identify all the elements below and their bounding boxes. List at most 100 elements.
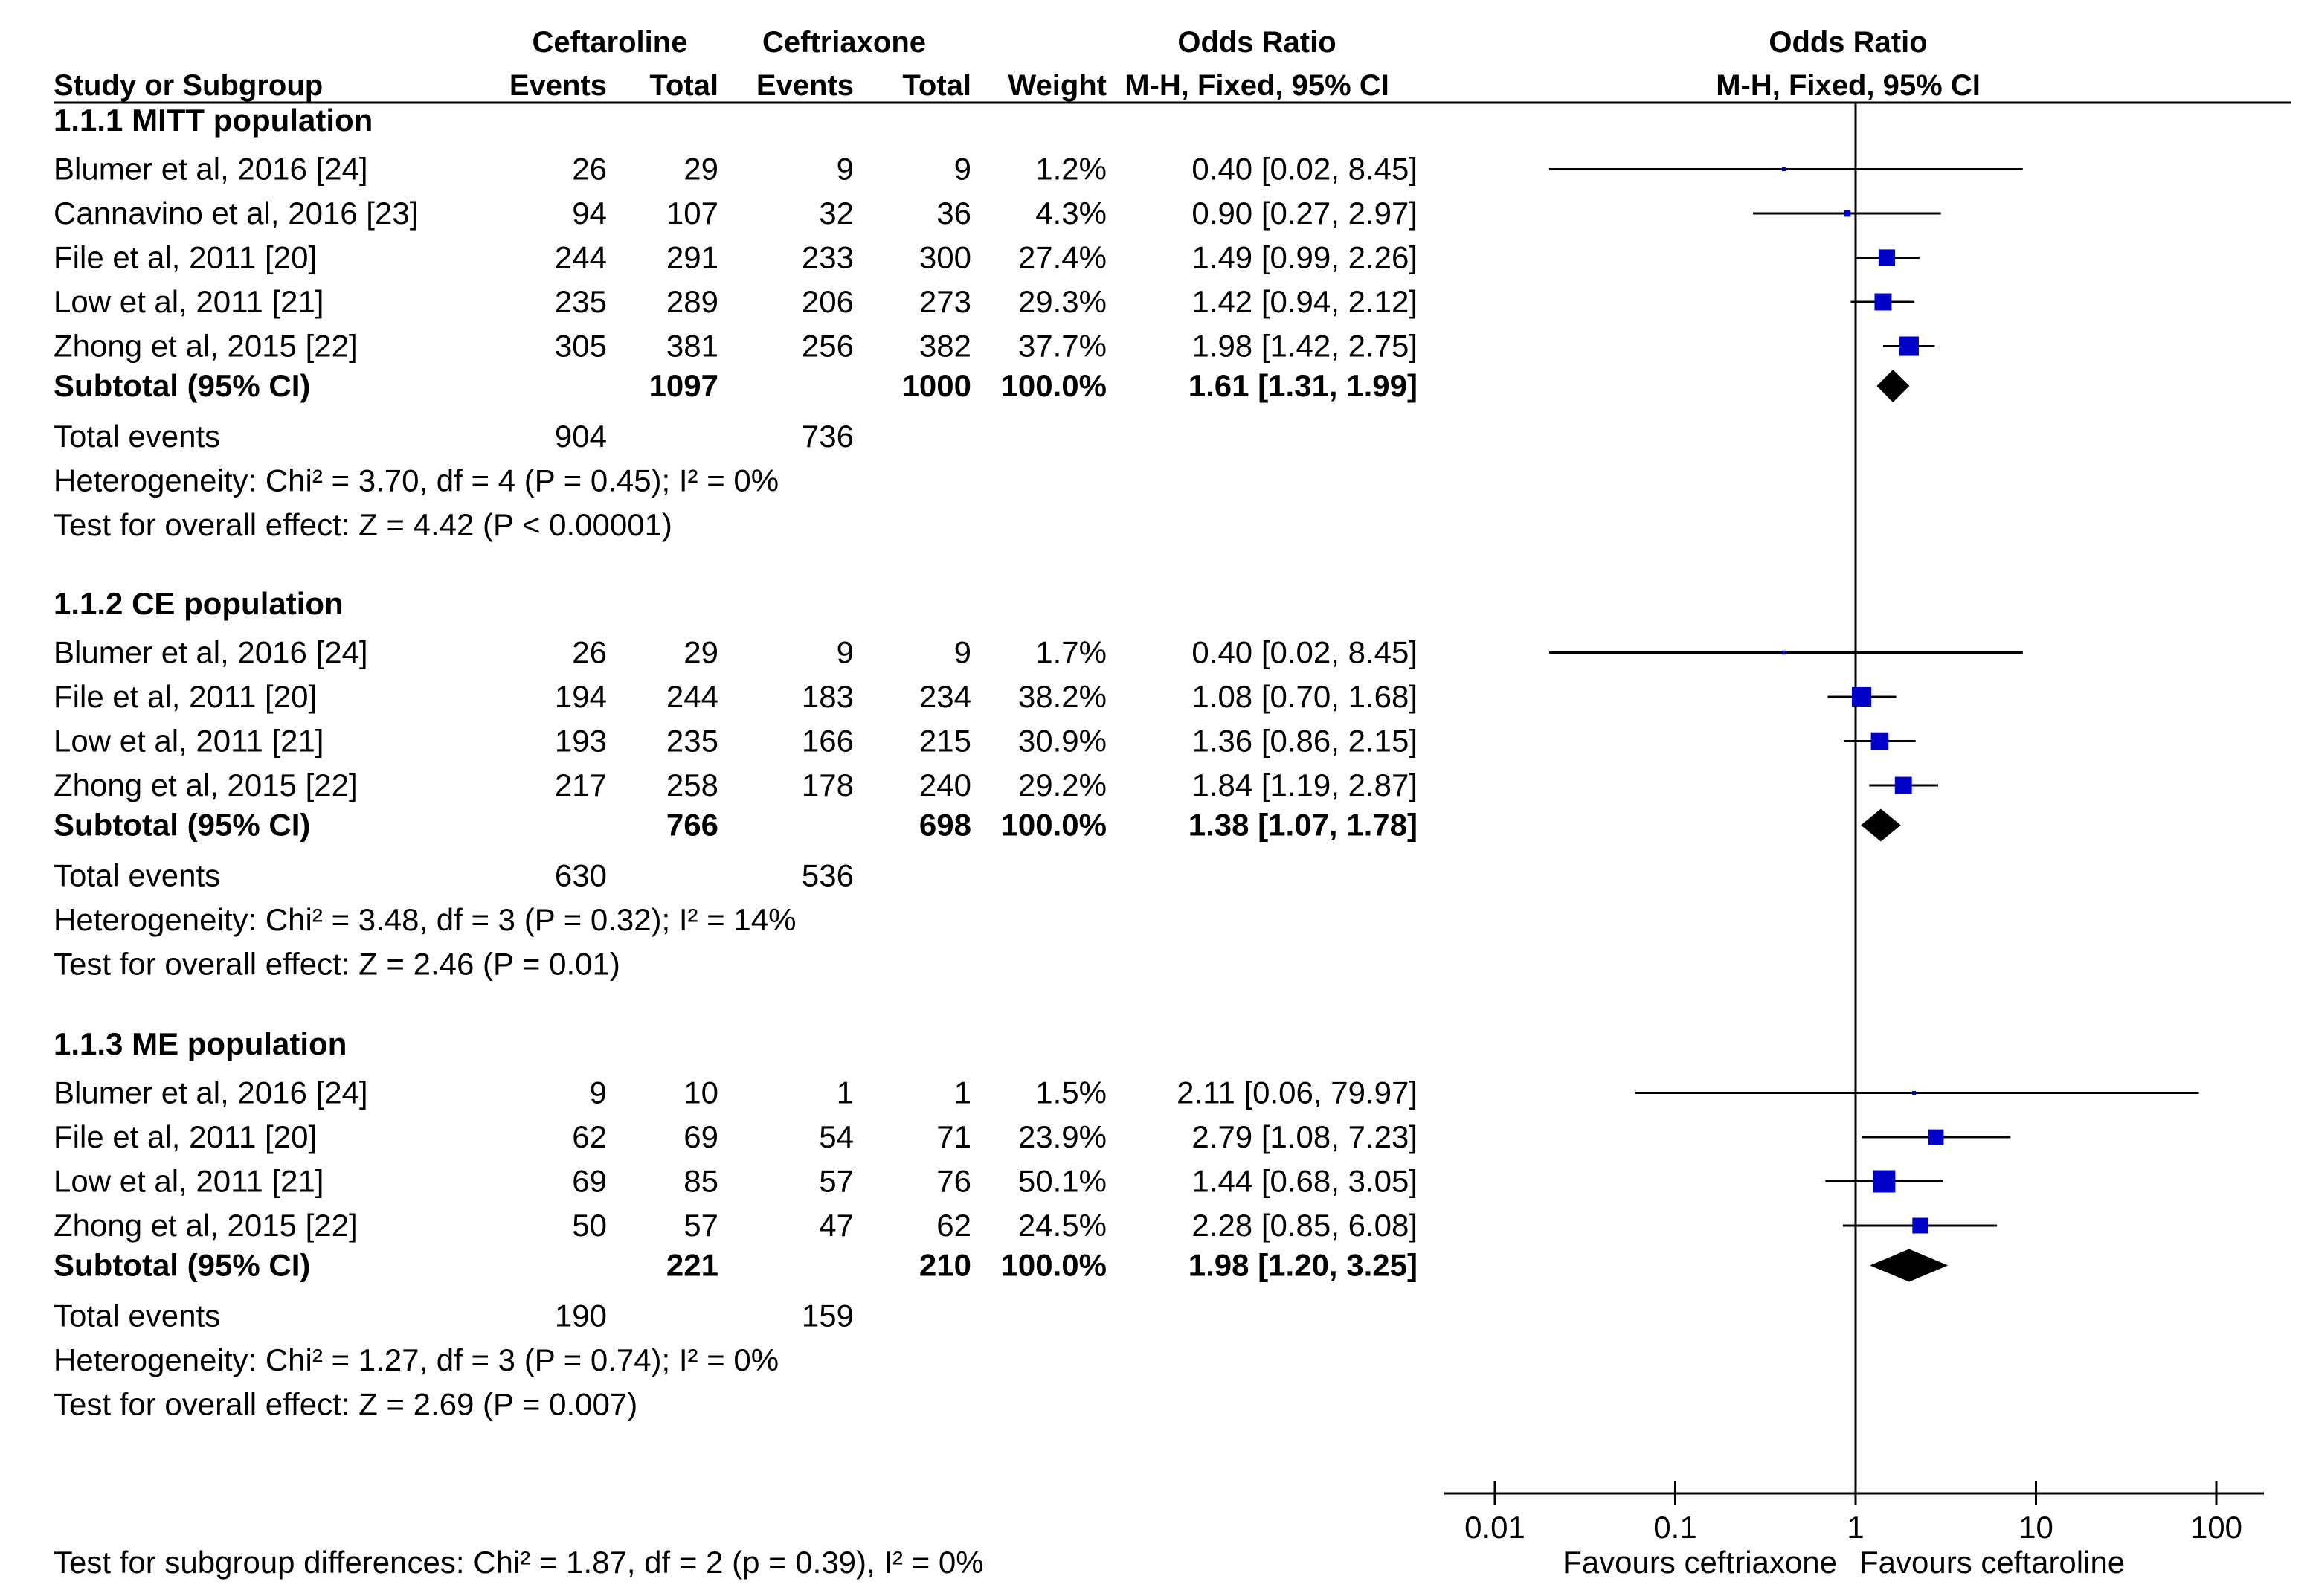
study-ci: 1.42 [0.94, 2.12] xyxy=(1191,284,1418,319)
study-name: Low et al, 2011 [21] xyxy=(54,284,324,319)
study-name: Low et al, 2011 [21] xyxy=(54,724,324,759)
study-weight: 29.3% xyxy=(1018,284,1107,319)
study-events-1: 235 xyxy=(555,284,607,319)
study-weight: 1.2% xyxy=(1035,152,1107,187)
heterogeneity-text: Heterogeneity: Chi² = 3.70, df = 4 (P = … xyxy=(54,463,779,498)
study-events-1: 62 xyxy=(572,1119,607,1154)
study-ci: 0.40 [0.02, 8.45] xyxy=(1191,152,1418,187)
study-weight: 1.5% xyxy=(1035,1075,1107,1110)
study-events-1: 305 xyxy=(555,329,607,364)
study-total-2: 382 xyxy=(919,329,971,364)
study-weight: 1.7% xyxy=(1035,635,1107,670)
study-weight: 23.9% xyxy=(1018,1119,1107,1154)
study-ci: 1.44 [0.68, 3.05] xyxy=(1191,1164,1418,1199)
study-events-2: 178 xyxy=(802,768,854,802)
study-total-2: 273 xyxy=(919,284,971,319)
study-name: Zhong et al, 2015 [22] xyxy=(54,1208,358,1243)
study-ci: 2.28 [0.85, 6.08] xyxy=(1191,1208,1418,1243)
header-group2: Ceftriaxone xyxy=(762,26,926,59)
forest-plot: Ceftaroline Ceftriaxone Odds Ratio Odds Rat… xyxy=(0,0,2313,1596)
study-total-2: 62 xyxy=(936,1208,971,1243)
study-marker xyxy=(1899,336,1919,355)
subtotal-label: Subtotal (95% CI) xyxy=(54,1248,310,1283)
subtotal-label: Subtotal (95% CI) xyxy=(54,808,310,843)
study-name: File et al, 2011 [20] xyxy=(54,679,317,714)
overall-effect-text: Test for overall effect: Z = 4.42 (P < 0… xyxy=(54,507,672,542)
study-name: Zhong et al, 2015 [22] xyxy=(54,768,358,802)
study-name: File et al, 2011 [20] xyxy=(54,240,317,275)
subtotal-label: Subtotal (95% CI) xyxy=(54,368,310,403)
study-events-2: 9 xyxy=(837,635,854,670)
study-marker xyxy=(1874,294,1891,311)
study-marker xyxy=(1844,210,1851,217)
study-events-2: 233 xyxy=(802,240,854,275)
study-events-2: 206 xyxy=(802,284,854,319)
subtotal-total-2: 1000 xyxy=(902,368,971,403)
x-tick-label: 0.1 xyxy=(1653,1510,1696,1545)
subgroup-title: 1.1.3 ME population xyxy=(54,1026,347,1061)
study-total-2: 9 xyxy=(954,635,971,670)
favours-left-label: Favours ceftriaxone xyxy=(1563,1545,1837,1580)
overall-effect-text: Test for overall effect: Z = 2.69 (P = 0… xyxy=(54,1387,637,1422)
header-plot-title: Odds Ratio xyxy=(1769,26,1927,59)
header-events-2: Events xyxy=(756,69,854,102)
study-marker xyxy=(1852,687,1871,707)
study-events-2: 256 xyxy=(802,329,854,364)
total-events-label: Total events xyxy=(54,858,220,893)
study-total-1: 291 xyxy=(666,240,718,275)
study-ci: 1.36 [0.86, 2.15] xyxy=(1191,724,1418,759)
total-events-1: 190 xyxy=(555,1299,607,1333)
study-name: Zhong et al, 2015 [22] xyxy=(54,329,358,364)
header-events-1: Events xyxy=(509,69,607,102)
study-total-2: 76 xyxy=(936,1164,971,1199)
header-study: Study or Subgroup xyxy=(54,69,323,102)
study-events-2: 1 xyxy=(837,1075,854,1110)
header-total-2: Total xyxy=(902,69,971,102)
study-ci: 1.98 [1.42, 2.75] xyxy=(1191,329,1418,364)
study-total-2: 9 xyxy=(954,152,971,187)
study-events-2: 32 xyxy=(819,196,854,231)
study-ci: 0.40 [0.02, 8.45] xyxy=(1191,635,1418,670)
total-events-1: 904 xyxy=(555,419,607,454)
study-total-1: 29 xyxy=(683,152,718,187)
total-events-2: 736 xyxy=(802,419,854,454)
subtotal-total-1: 1097 xyxy=(649,368,718,403)
subtotal-total-1: 766 xyxy=(666,808,718,843)
subgroup-title: 1.1.2 CE population xyxy=(54,586,344,621)
study-events-1: 9 xyxy=(590,1075,607,1110)
total-events-label: Total events xyxy=(54,419,220,454)
study-total-1: 57 xyxy=(683,1208,718,1243)
x-tick-label: 10 xyxy=(2018,1510,2053,1545)
study-marker xyxy=(1895,777,1912,794)
study-total-1: 289 xyxy=(666,284,718,319)
study-events-2: 9 xyxy=(837,152,854,187)
study-events-1: 217 xyxy=(555,768,607,802)
study-events-1: 69 xyxy=(572,1164,607,1199)
study-weight: 4.3% xyxy=(1035,196,1107,231)
header-or-method: M-H, Fixed, 95% CI xyxy=(1125,69,1389,102)
study-name: Blumer et al, 2016 [24] xyxy=(54,152,368,187)
study-marker xyxy=(1782,167,1786,171)
total-events-2: 536 xyxy=(802,858,854,893)
study-name: File et al, 2011 [20] xyxy=(54,1119,317,1154)
study-ci: 2.79 [1.08, 7.23] xyxy=(1191,1119,1418,1154)
study-total-2: 234 xyxy=(919,679,971,714)
study-total-2: 300 xyxy=(919,240,971,275)
study-marker xyxy=(1879,249,1895,266)
study-events-1: 194 xyxy=(555,679,607,714)
study-total-1: 381 xyxy=(666,329,718,364)
subtotal-weight: 100.0% xyxy=(1001,1248,1107,1283)
study-name: Blumer et al, 2016 [24] xyxy=(54,635,368,670)
total-events-2: 159 xyxy=(802,1299,854,1333)
favours-right-label: Favours ceftaroline xyxy=(1859,1545,2125,1580)
subtotal-total-1: 221 xyxy=(666,1248,718,1283)
subtotal-diamond xyxy=(1876,370,1909,402)
header-total-1: Total xyxy=(649,69,718,102)
study-marker xyxy=(1782,651,1786,655)
study-weight: 29.2% xyxy=(1018,768,1107,802)
study-events-1: 193 xyxy=(555,724,607,759)
subtotal-total-2: 698 xyxy=(919,808,971,843)
subtotal-diamond xyxy=(1870,1249,1948,1282)
study-total-1: 107 xyxy=(666,196,718,231)
study-marker xyxy=(1873,1171,1895,1193)
